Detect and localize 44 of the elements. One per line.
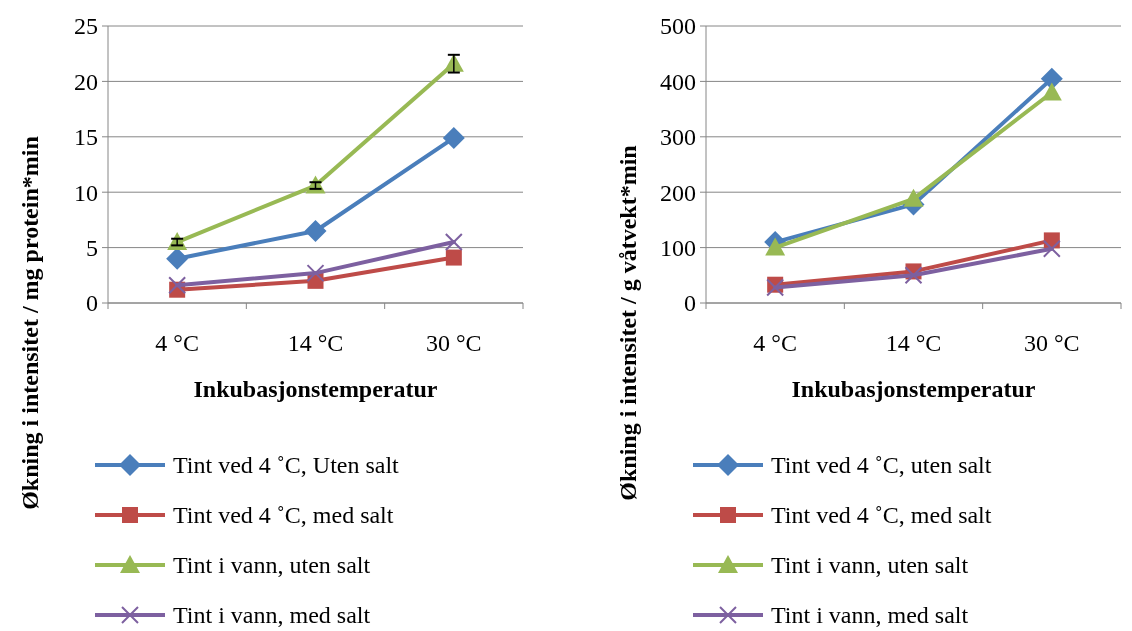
x-axis-title: Inkubasjonstemperatur — [791, 376, 1036, 402]
legend-label: Tint ved 4 ˚C, uten salt — [771, 452, 992, 479]
point — [166, 247, 189, 270]
point — [765, 237, 786, 256]
y-axis-title: Økning i intensitet / mg protein*min — [17, 136, 43, 510]
point — [766, 278, 785, 297]
legend-label: Tint i vann, uten salt — [771, 552, 969, 579]
point — [1041, 82, 1062, 101]
y-tick-label: 100 — [660, 235, 696, 261]
x-axis-title: Inkubasjonstemperatur — [193, 376, 438, 402]
point — [306, 264, 325, 283]
y-tick-label: 5 — [86, 235, 98, 261]
y-tick-label: 200 — [660, 179, 696, 206]
point — [1040, 67, 1063, 90]
legend-label: Tint ved 4 ˚C, med salt — [771, 502, 992, 529]
y-tick-label: 10 — [74, 179, 98, 206]
legend-label: Tint ved 4 ˚C, med salt — [173, 502, 394, 529]
legend-label: Tint i vann, uten salt — [173, 552, 371, 579]
point — [444, 233, 463, 252]
y-tick-label: 15 — [74, 124, 98, 151]
x-tick-label: 30 °C — [1024, 330, 1080, 356]
y-tick-label: 300 — [660, 124, 696, 151]
point — [904, 266, 923, 285]
x-tick-label: 30 °C — [426, 330, 482, 356]
y-tick-label: 0 — [86, 290, 98, 317]
y-tick-label: 0 — [684, 290, 696, 317]
legend-label: Tint ved 4 ˚C, Uten salt — [173, 452, 400, 479]
y-tick-label: 20 — [74, 68, 98, 95]
y-tick-label: 400 — [660, 68, 696, 95]
legend-label: Tint i vann, med salt — [173, 602, 371, 629]
point — [304, 219, 327, 242]
point — [445, 249, 462, 266]
x-tick-label: 14 °C — [885, 330, 942, 356]
x-tick-label: 4 °C — [753, 330, 797, 356]
y-tick-label: 500 — [660, 13, 696, 40]
point — [1042, 239, 1061, 258]
point — [442, 126, 465, 149]
point — [903, 188, 924, 207]
y-tick-label: 25 — [74, 13, 98, 40]
x-tick-label: 14 °C — [287, 330, 344, 356]
y-axis-title: Økning i intensitet / g våtvekt*min — [615, 145, 641, 501]
x-tick-label: 4 °C — [155, 330, 199, 356]
legend-label: Tint i vann, med salt — [771, 602, 969, 629]
point — [168, 276, 187, 295]
